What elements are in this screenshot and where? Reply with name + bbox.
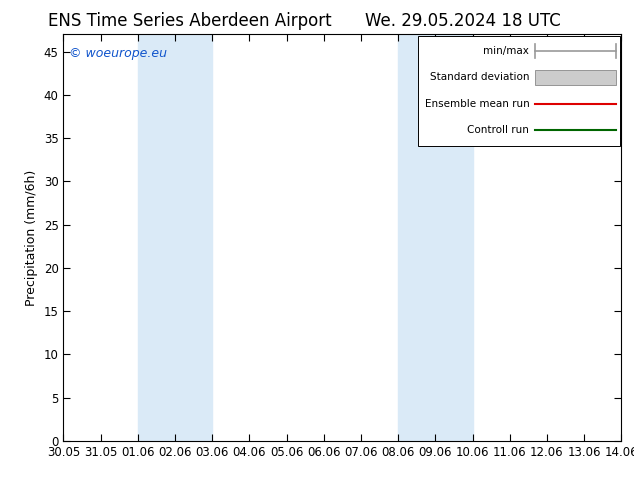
Text: © woeurope.eu: © woeurope.eu: [69, 47, 167, 59]
Bar: [418, 36, 620, 146]
Text: We. 29.05.2024 18 UTC: We. 29.05.2024 18 UTC: [365, 12, 560, 30]
Bar: [535, 70, 616, 85]
Text: ENS Time Series Aberdeen Airport: ENS Time Series Aberdeen Airport: [48, 12, 332, 30]
Bar: [398, 34, 472, 441]
Bar: [138, 34, 212, 441]
Y-axis label: Precipitation (mm/6h): Precipitation (mm/6h): [25, 170, 38, 306]
Text: min/max: min/max: [483, 46, 529, 56]
Text: Controll run: Controll run: [467, 125, 529, 135]
Text: Ensemble mean run: Ensemble mean run: [425, 99, 529, 109]
Text: Standard deviation: Standard deviation: [430, 73, 529, 82]
